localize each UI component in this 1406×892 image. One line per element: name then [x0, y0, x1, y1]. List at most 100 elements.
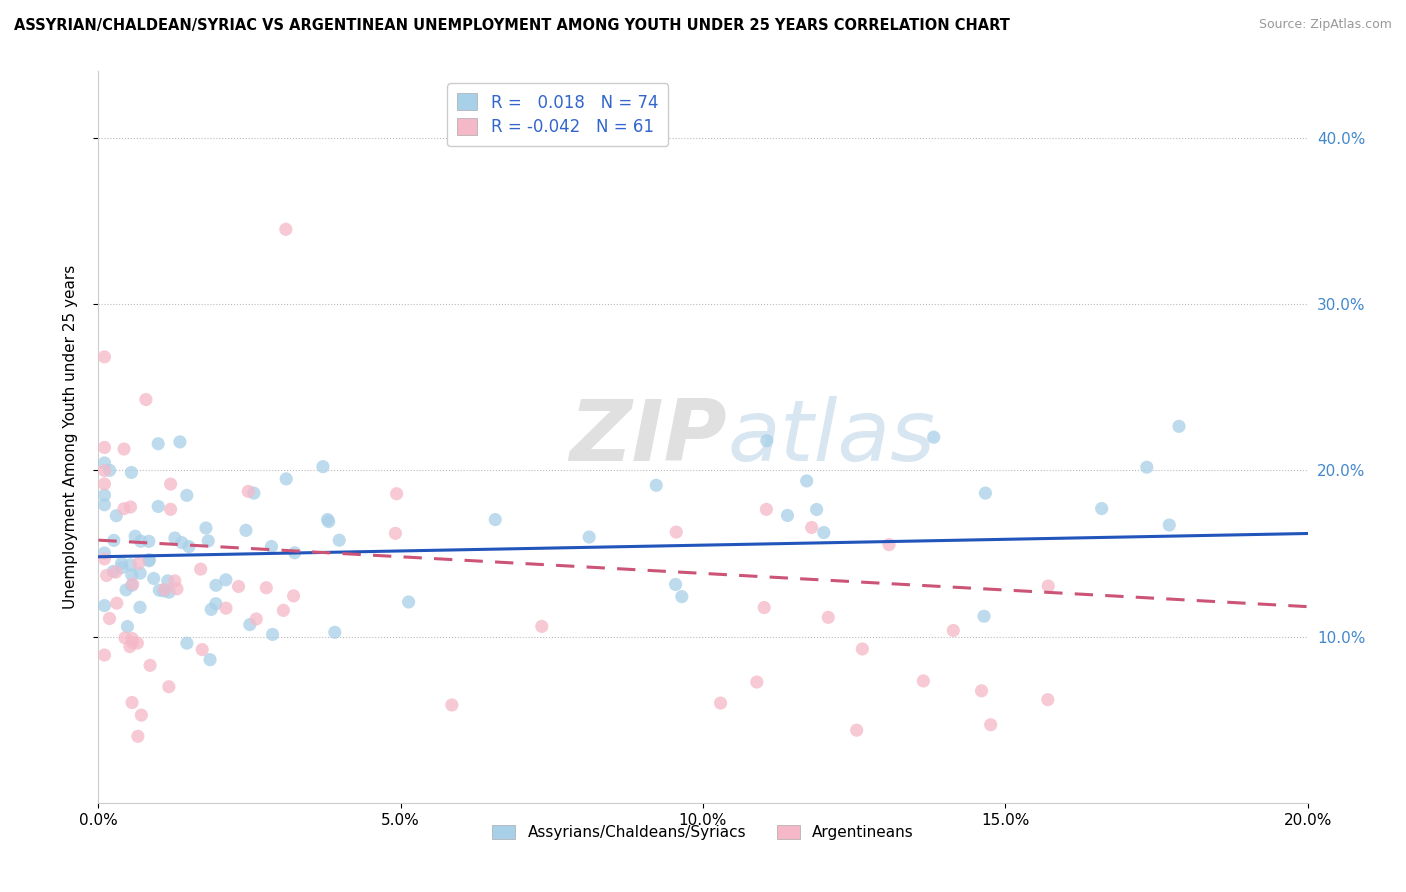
Point [851, 642, 873, 657]
Point [198, 653, 221, 667]
Point [276, 472, 298, 486]
Point [665, 524, 688, 539]
Point [112, 501, 135, 516]
Point [170, 535, 193, 549]
Point [157, 680, 180, 694]
Point [93, 488, 115, 502]
Point [877, 538, 900, 552]
Point [121, 635, 143, 649]
Point [1038, 579, 1060, 593]
Point [105, 596, 128, 610]
Point [93, 441, 115, 455]
Point [177, 540, 200, 554]
Point [169, 434, 191, 449]
Point [671, 590, 693, 604]
Point [159, 502, 181, 516]
Point [323, 625, 346, 640]
Point [922, 430, 945, 444]
Point [197, 533, 219, 548]
Point [93, 498, 115, 512]
Point [124, 529, 146, 543]
Point [205, 578, 228, 592]
Point [1091, 501, 1114, 516]
Point [93, 456, 115, 470]
Point [131, 708, 153, 723]
Y-axis label: Unemployment Among Youth under 25 years: Unemployment Among Youth under 25 years [63, 265, 77, 609]
Point [1136, 460, 1159, 475]
Point [200, 602, 222, 616]
Point [121, 696, 143, 710]
Point [96, 568, 118, 582]
Point [190, 562, 212, 576]
Point [163, 531, 186, 545]
Point [484, 513, 506, 527]
Point [129, 534, 152, 549]
Point [121, 568, 143, 582]
Text: Source: ZipAtlas.com: Source: ZipAtlas.com [1258, 18, 1392, 31]
Point [274, 222, 297, 236]
Point [845, 723, 868, 738]
Point [316, 512, 339, 526]
Point [754, 600, 776, 615]
Point [664, 577, 686, 591]
Point [191, 642, 214, 657]
Point [153, 584, 176, 599]
Point [328, 533, 350, 548]
Text: ASSYRIAN/CHALDEAN/SYRIAC VS ARGENTINEAN UNEMPLOYMENT AMONG YOUTH UNDER 25 YEARS : ASSYRIAN/CHALDEAN/SYRIAC VS ARGENTINEAN … [14, 18, 1010, 33]
Point [138, 552, 160, 566]
Point [121, 578, 143, 592]
Point [235, 524, 257, 538]
Point [156, 574, 179, 588]
Point [312, 459, 335, 474]
Point [176, 636, 198, 650]
Point [970, 683, 993, 698]
Point [800, 520, 823, 534]
Point [755, 502, 778, 516]
Point [138, 554, 160, 568]
Point [114, 631, 136, 645]
Point [262, 627, 284, 641]
Point [138, 534, 160, 549]
Point [398, 595, 420, 609]
Point [148, 583, 170, 598]
Point [384, 526, 406, 541]
Point [205, 597, 228, 611]
Point [284, 546, 307, 560]
Point [98, 611, 121, 625]
Point [283, 589, 305, 603]
Point [98, 463, 121, 477]
Point [128, 556, 150, 570]
Point [440, 698, 463, 712]
Point [129, 566, 152, 581]
Point [974, 486, 997, 500]
Point [755, 434, 778, 448]
Point [806, 502, 828, 516]
Point [103, 565, 125, 579]
Point [121, 577, 143, 591]
Point [142, 571, 165, 585]
Point [1159, 518, 1181, 533]
Point [194, 521, 217, 535]
Point [745, 675, 768, 690]
Point [93, 546, 115, 560]
Point [120, 500, 142, 514]
Point [120, 466, 142, 480]
Point [153, 582, 176, 597]
Point [260, 540, 283, 554]
Point [228, 579, 250, 593]
Point [163, 574, 186, 588]
Point [176, 488, 198, 502]
Point [103, 533, 125, 548]
Point [273, 603, 295, 617]
Point [112, 442, 135, 456]
Point [1036, 692, 1059, 706]
Point [776, 508, 799, 523]
Point [215, 601, 238, 615]
Point [166, 582, 188, 596]
Point [110, 556, 132, 570]
Point [121, 632, 143, 646]
Point [243, 486, 266, 500]
Point [117, 619, 139, 633]
Point [215, 573, 238, 587]
Point [157, 585, 180, 599]
